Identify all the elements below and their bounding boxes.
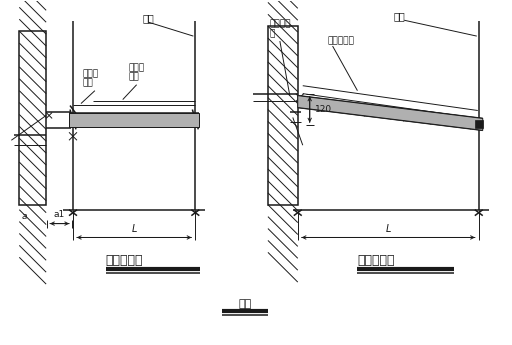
Text: 横向水平
杆: 横向水平 杆 bbox=[270, 19, 291, 38]
Text: 单排脚手架: 单排脚手架 bbox=[357, 254, 395, 267]
Text: 立杆: 立杆 bbox=[393, 11, 405, 21]
Text: 纵向水平杆: 纵向水平杆 bbox=[328, 36, 354, 45]
Bar bbox=[19, 31, 46, 205]
Text: 立杆: 立杆 bbox=[143, 13, 155, 23]
Text: 双排脚手架: 双排脚手架 bbox=[106, 254, 143, 267]
Text: 120: 120 bbox=[315, 105, 332, 114]
Bar bbox=[475, 120, 483, 128]
Text: L: L bbox=[132, 225, 137, 235]
Text: a: a bbox=[22, 211, 27, 220]
Polygon shape bbox=[298, 96, 483, 130]
Text: 横向水
平杆: 横向水 平杆 bbox=[83, 69, 99, 88]
Text: 图一: 图一 bbox=[239, 299, 252, 309]
Text: a1: a1 bbox=[54, 210, 65, 219]
Text: 纵向水
平杆: 纵向水 平杆 bbox=[129, 63, 145, 81]
Text: L: L bbox=[386, 225, 391, 235]
Bar bbox=[268, 26, 298, 205]
Bar bbox=[69, 114, 199, 127]
